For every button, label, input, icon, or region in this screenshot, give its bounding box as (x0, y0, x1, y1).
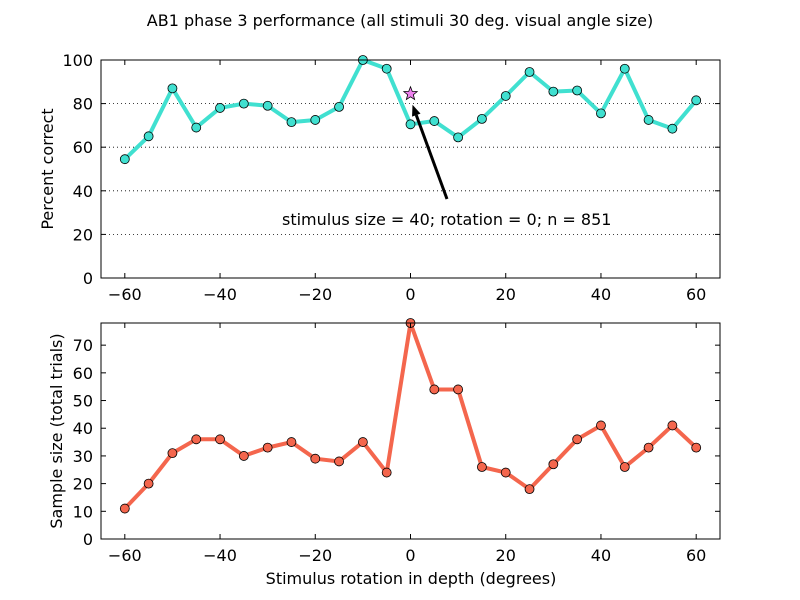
top-data-point (167, 83, 178, 94)
top-xtick-label: −60 (108, 285, 142, 304)
top-data-point (691, 95, 702, 106)
bottom-axes-frame (100, 322, 721, 540)
bottom-data-point (643, 442, 654, 453)
top-data-point (453, 132, 464, 143)
bottom-ytick-label: 40 (73, 419, 93, 438)
top-data-point (119, 154, 130, 165)
bottom-data-point (619, 462, 630, 472)
bottom-xtick-label: 40 (591, 546, 611, 565)
top-annotation-text: stimulus size = 40; rotation = 0; n = 85… (282, 210, 611, 229)
bottom-ylabel: Sample size (total trials) (47, 333, 66, 528)
bottom-xtick-label: 0 (405, 546, 415, 565)
bottom-data-point (572, 434, 583, 445)
top-xtick-label: 20 (496, 285, 516, 304)
bottom-data-point (215, 434, 225, 445)
top-data-point (286, 117, 297, 128)
top-data-point (643, 115, 654, 125)
top-panel: −60 −40 −20 0 20 40 60 0 20 40 60 80 100 (62, 51, 721, 304)
top-ytick-label: 20 (73, 225, 93, 244)
top-data-point (429, 116, 440, 126)
top-data-point (310, 115, 321, 125)
top-data-point (381, 63, 392, 74)
top-ytick-label: 40 (73, 182, 93, 201)
top-data-point (500, 91, 511, 101)
bottom-xlabel: Stimulus rotation in depth (degrees) (266, 569, 557, 588)
top-annotation-arrow (414, 114, 449, 200)
bottom-xtick-label: 20 (496, 546, 516, 565)
top-data-point (143, 131, 154, 142)
bottom-series-line (122, 321, 699, 511)
top-series-line (122, 58, 699, 162)
bottom-data-point (667, 420, 678, 431)
bottom-data-point (119, 503, 130, 514)
bottom-xtick-label: −20 (298, 546, 332, 565)
top-data-point (215, 103, 225, 113)
bottom-data-point (191, 434, 202, 445)
top-data-point (477, 113, 487, 124)
bottom-panel: −60 −40 −20 0 20 40 60 0 10 20 30 40 50 60 70 (73, 318, 721, 565)
bottom-data-point (238, 451, 249, 461)
top-xtick-label: 60 (686, 285, 706, 304)
top-ylabel: Percent correct (38, 108, 57, 229)
top-data-point (238, 98, 249, 109)
bottom-ytick-label: 20 (73, 475, 93, 494)
bottom-ytick-label: 10 (73, 502, 93, 521)
top-data-point (667, 123, 678, 134)
top-data-point (596, 108, 606, 119)
top-ytick-label: 100 (62, 51, 93, 70)
bottom-data-point (286, 437, 297, 447)
bottom-ytick-label: 70 (73, 336, 93, 355)
bottom-ytick-label: 30 (73, 447, 93, 466)
top-xtick-label: −40 (203, 285, 237, 304)
bottom-data-point (691, 442, 702, 453)
top-ytick-label: 80 (73, 95, 93, 114)
bottom-ytick-label: 60 (73, 364, 93, 383)
bottom-data-point (381, 467, 392, 478)
bottom-data-point (524, 484, 535, 495)
bottom-data-point (548, 459, 559, 470)
top-data-point (619, 63, 630, 74)
bottom-data-point (500, 467, 511, 478)
top-data-point (405, 119, 416, 130)
top-reference-star (402, 85, 419, 101)
bottom-ytick-label: 50 (73, 392, 93, 411)
bottom-data-point (167, 448, 178, 459)
top-data-point (262, 100, 273, 111)
top-ytick-label: 0 (83, 269, 93, 288)
bottom-data-point (334, 456, 344, 467)
bottom-data-point (262, 442, 273, 453)
bottom-data-point (143, 478, 154, 489)
bottom-xtick-label: 60 (686, 546, 706, 565)
bottom-data-point (453, 384, 464, 395)
top-data-point (548, 86, 559, 97)
top-annotation-arrowhead (412, 104, 421, 117)
top-xtick-label: 0 (405, 285, 415, 304)
top-ytick-label: 60 (73, 138, 93, 157)
figure-title: AB1 phase 3 performance (all stimuli 30 … (147, 11, 653, 30)
bottom-data-point (429, 384, 440, 395)
top-data-point (572, 85, 583, 96)
bottom-data-point (596, 420, 606, 431)
top-xtick-label: 40 (591, 285, 611, 304)
top-xtick-label: −20 (298, 285, 332, 304)
bottom-data-point (477, 462, 487, 472)
top-data-point (191, 122, 202, 133)
bottom-data-point (357, 437, 368, 447)
top-data-point (524, 67, 535, 77)
top-data-point (334, 101, 344, 112)
bottom-xtick-label: −40 (203, 546, 237, 565)
bottom-xtick-label: −60 (108, 546, 142, 565)
bottom-ytick-label: 0 (83, 530, 93, 549)
bottom-data-point (310, 453, 321, 464)
